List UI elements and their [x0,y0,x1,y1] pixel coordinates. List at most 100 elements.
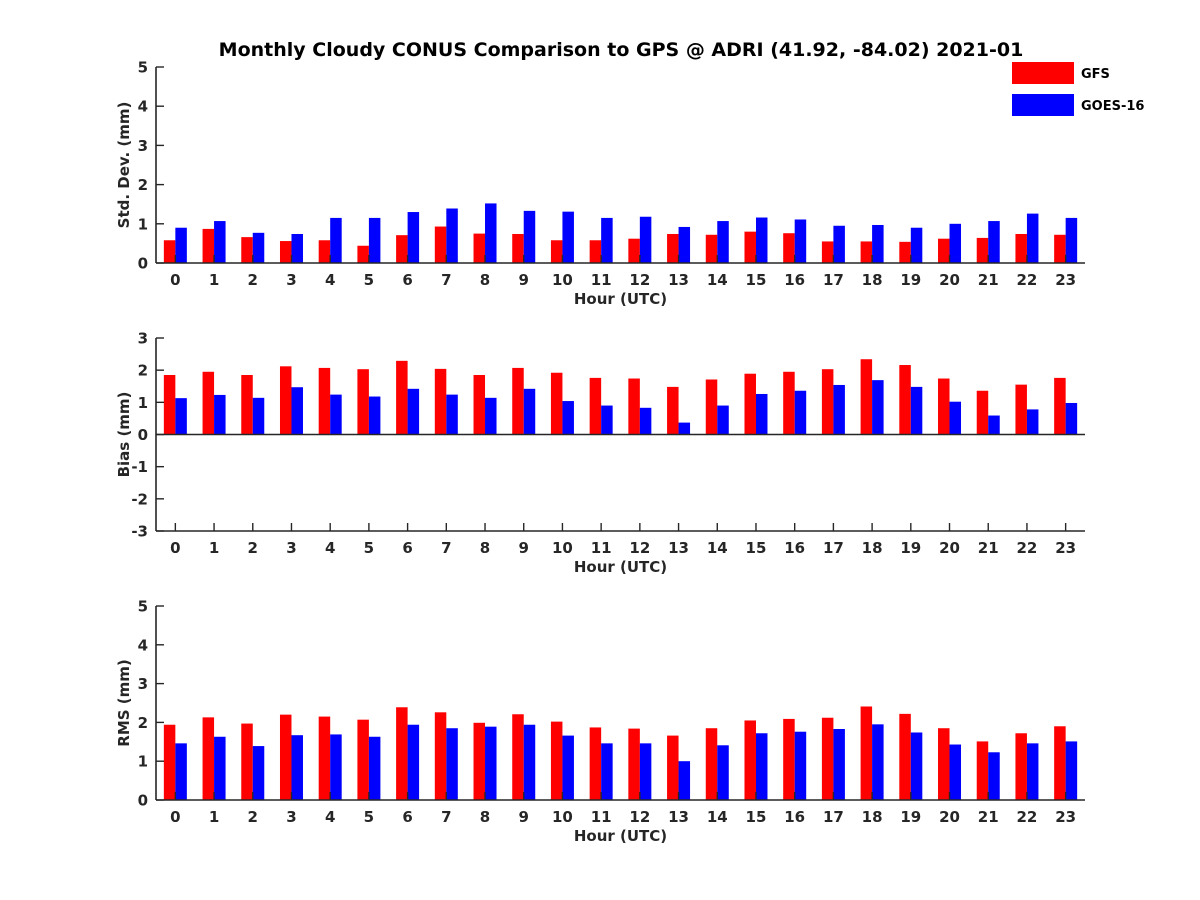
bar-goes-16-11 [601,405,613,435]
bar-goes-16-19 [910,227,923,263]
bar-gfs-10 [550,721,563,800]
y-axis-label: Std. Dev. (mm) [115,102,133,229]
x-tick-label: 0 [170,539,180,557]
bar-gfs-9 [512,233,524,263]
legend-swatch-gfs [1012,62,1074,84]
x-tick-label: 21 [978,271,999,289]
x-tick-label: 7 [441,539,451,557]
bar-gfs-14 [705,379,718,435]
x-tick-label: 8 [480,539,490,557]
x-tick-label: 3 [286,808,296,826]
bar-gfs-17 [821,717,834,800]
bar-gfs-21 [976,237,989,263]
bar-gfs-20 [938,728,950,800]
bar-goes-16-17 [833,225,845,263]
x-tick-label: 23 [1055,271,1076,289]
x-tick-label: 6 [402,539,412,557]
bar-gfs-19 [899,365,911,435]
bar-gfs-3 [279,241,292,263]
bar-gfs-22 [1015,733,1027,800]
bar-gfs-0 [163,374,176,435]
bar-gfs-15 [744,231,756,263]
x-tick-label: 5 [364,539,374,557]
x-tick-label: 15 [746,808,767,826]
bar-gfs-15 [744,720,756,800]
bar-gfs-11 [589,377,602,435]
bar-gfs-10 [550,240,563,263]
x-tick-label: 10 [552,808,573,826]
bar-gfs-10 [550,372,563,435]
bar-gfs-18 [860,241,873,263]
bar-goes-16-20 [949,401,962,435]
x-tick-label: 12 [629,808,650,826]
bar-goes-16-5 [368,217,381,263]
bar-goes-16-4 [330,394,342,435]
bar-gfs-2 [241,237,253,263]
x-tick-label: 8 [480,271,490,289]
bar-gfs-7 [434,368,447,435]
x-tick-label: 1 [209,808,219,826]
bar-gfs-3 [279,714,292,800]
x-axis-label: Hour (UTC) [574,290,667,308]
y-axis-label: RMS (mm) [115,659,133,746]
y-tick-label: -3 [131,523,148,541]
x-tick-label: 12 [629,539,650,557]
bar-goes-16-1 [214,394,226,435]
bar-gfs-11 [589,727,602,800]
bar-goes-16-21 [988,415,1000,435]
x-axis-label: Hour (UTC) [574,558,667,576]
bar-goes-16-17 [833,384,845,435]
bar-goes-16-14 [717,405,729,435]
bar-goes-16-14 [717,745,729,800]
bar-goes-16-3 [291,387,303,435]
x-tick-label: 13 [668,539,689,557]
bar-goes-16-4 [330,734,342,800]
y-axis-label: Bias (mm) [115,392,133,478]
bar-gfs-2 [241,374,253,435]
bar-gfs-19 [899,713,911,800]
bar-gfs-20 [938,378,950,435]
x-tick-label: 23 [1055,808,1076,826]
y-tick-label: -2 [131,490,148,508]
x-tick-label: 0 [170,808,180,826]
bar-goes-16-15 [755,217,768,263]
bar-goes-16-13 [678,422,691,435]
x-tick-label: 4 [325,271,335,289]
bars [163,203,1078,263]
bar-goes-16-1 [214,736,226,800]
x-tick-label: 16 [784,808,805,826]
bar-goes-16-8 [485,397,497,435]
x-tick-label: 12 [629,271,650,289]
x-tick-label: 17 [823,271,844,289]
bar-gfs-5 [357,719,369,800]
bar-goes-16-6 [407,724,420,800]
bar-gfs-21 [976,390,989,435]
x-tick-label: 22 [1017,271,1038,289]
bar-goes-16-9 [523,210,536,263]
bar-goes-16-20 [949,744,962,800]
bar-goes-16-0 [175,743,187,800]
bar-goes-16-22 [1026,409,1039,435]
x-tick-label: 14 [707,271,728,289]
bar-goes-16-17 [833,729,845,800]
bar-goes-16-6 [407,212,420,263]
x-tick-label: 1 [209,271,219,289]
x-tick-label: 5 [364,271,374,289]
bar-goes-16-13 [678,761,691,800]
x-tick-label: 4 [325,808,335,826]
x-tick-label: 6 [402,808,412,826]
bar-gfs-22 [1015,233,1027,263]
x-tick-label: 4 [325,539,335,557]
bar-goes-16-2 [252,232,265,263]
x-tick-label: 2 [248,808,258,826]
bar-gfs-6 [396,235,408,263]
x-tick-label: 18 [862,539,883,557]
bar-goes-16-16 [794,390,807,435]
bar-goes-16-19 [910,732,923,800]
x-tick-label: 16 [784,271,805,289]
bar-goes-16-23 [1065,217,1078,263]
bar-gfs-9 [512,714,524,800]
bar-goes-16-1 [214,221,226,263]
bar-goes-16-23 [1065,402,1078,435]
